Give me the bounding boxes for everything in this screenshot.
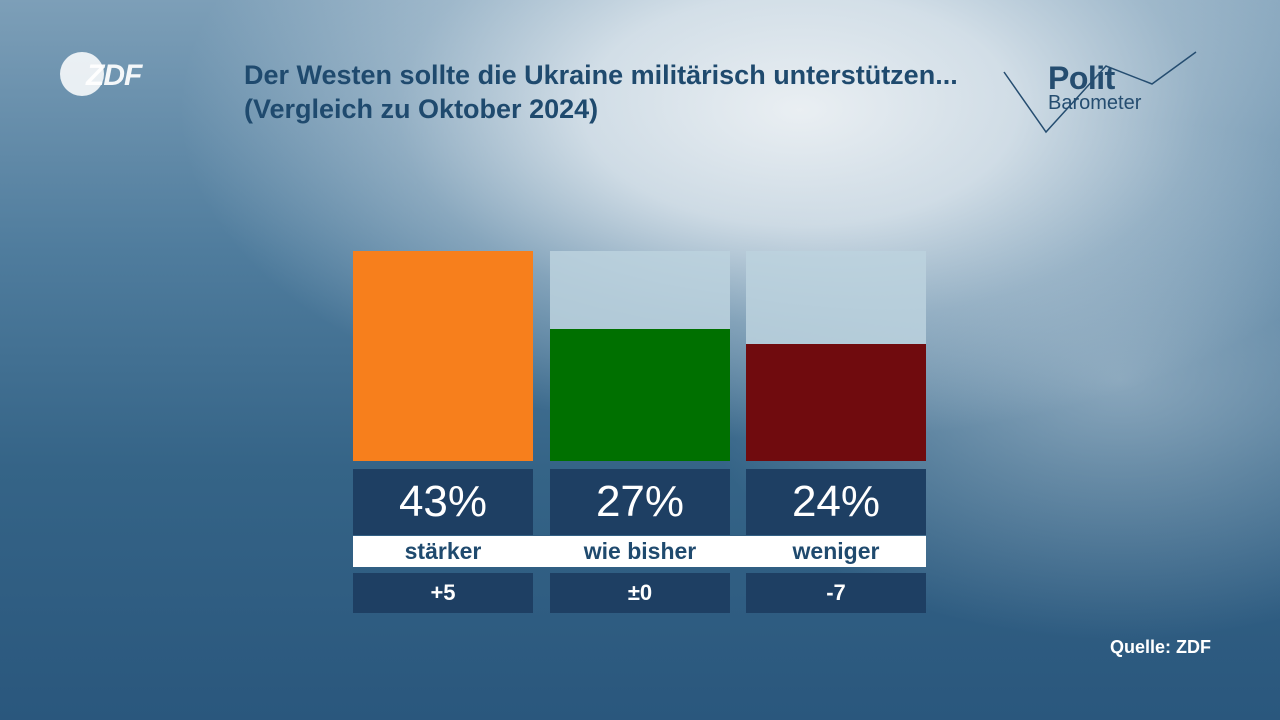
chart-title: Der Westen sollte die Ukraine militärisc… xyxy=(244,60,958,124)
category-label-staerker: stärker xyxy=(404,538,482,564)
politbarometer-line1: Polit xyxy=(1048,60,1115,96)
change-label-weniger: -7 xyxy=(746,573,926,613)
bar-weniger xyxy=(746,344,926,461)
politbarometer-logo: Polit Barometer xyxy=(1000,48,1200,138)
politbarometer-line2: Barometer xyxy=(1048,92,1142,114)
value-label-weniger: 24% xyxy=(746,469,926,535)
category-label-wie-bisher: wie bisher xyxy=(583,538,697,564)
zdf-logo-disc xyxy=(60,52,104,96)
bar-wie-bisher xyxy=(550,329,730,461)
source-note: Quelle: ZDF xyxy=(1110,637,1212,657)
bar-staerker xyxy=(353,251,533,461)
change-label-staerker: +5 xyxy=(353,573,533,613)
category-label-strip xyxy=(353,536,926,567)
change-label-wie-bisher: ±0 xyxy=(550,573,730,613)
zdf-logo: ZDF xyxy=(60,50,150,98)
category-label-weniger: weniger xyxy=(792,538,880,564)
value-label-staerker: 43% xyxy=(353,469,533,535)
politbarometer-zigzag-icon xyxy=(1003,51,1197,134)
value-label-wie-bisher: 27% xyxy=(550,469,730,535)
zdf-logo-text: ZDF xyxy=(86,59,142,92)
